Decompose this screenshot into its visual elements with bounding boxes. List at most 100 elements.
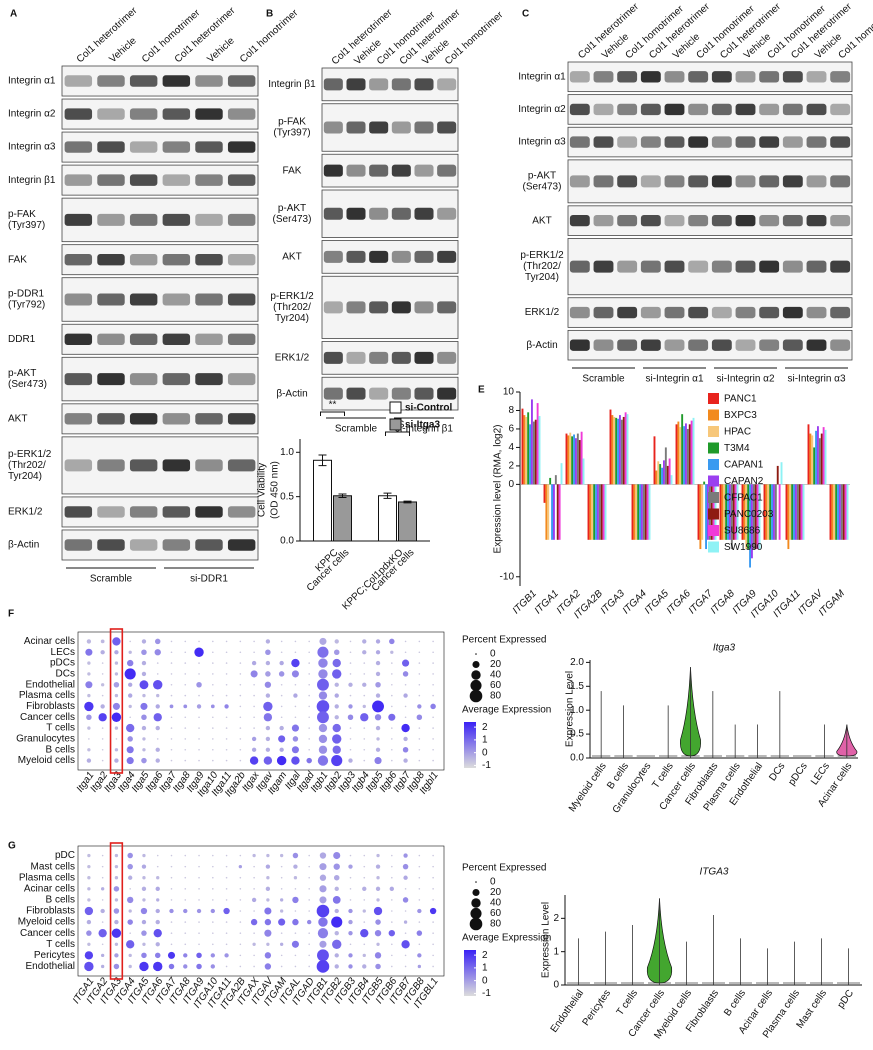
bar xyxy=(589,484,592,540)
dot xyxy=(349,943,352,946)
dot xyxy=(101,662,104,664)
dot xyxy=(225,876,228,879)
bar xyxy=(787,484,790,550)
dot xyxy=(292,736,299,742)
x-tick-label: pDC xyxy=(836,988,856,1011)
blot-band xyxy=(162,333,191,345)
dot xyxy=(363,748,366,751)
legend-swatch xyxy=(389,418,402,431)
legend-label: CAPAN1 xyxy=(724,460,764,471)
dot xyxy=(292,896,299,904)
dot xyxy=(391,865,393,868)
dot xyxy=(264,929,272,937)
dot xyxy=(308,694,310,697)
dot xyxy=(251,897,257,903)
dot xyxy=(87,898,91,902)
dot xyxy=(170,932,173,934)
blot-band xyxy=(195,539,223,551)
dot xyxy=(280,683,283,686)
dot xyxy=(280,932,283,934)
dot xyxy=(87,748,91,752)
dot xyxy=(391,748,393,751)
dot xyxy=(317,928,329,939)
row-label: Fibroblasts xyxy=(26,701,75,712)
dot xyxy=(376,876,380,880)
bar xyxy=(525,416,528,485)
dot xyxy=(139,961,149,972)
blot-band xyxy=(369,301,389,314)
dot xyxy=(210,953,215,958)
dot xyxy=(432,965,434,968)
legend-label: CFPAC1 xyxy=(724,493,763,504)
blot-band xyxy=(227,459,256,472)
blot-band xyxy=(711,136,732,148)
bar xyxy=(840,484,843,540)
dot xyxy=(432,683,434,686)
dot xyxy=(212,673,214,675)
dot xyxy=(404,640,407,643)
dot xyxy=(403,875,408,880)
dot xyxy=(100,704,105,709)
blot-band xyxy=(830,306,851,319)
dot xyxy=(280,640,283,643)
blot-band xyxy=(195,174,223,186)
dot xyxy=(250,918,258,926)
blot-band xyxy=(593,175,614,188)
dot xyxy=(184,865,187,868)
dot xyxy=(253,876,255,879)
dot xyxy=(265,660,271,666)
dot xyxy=(332,939,342,949)
dot xyxy=(376,737,380,741)
row-label: Fibroblasts xyxy=(26,906,75,917)
dot xyxy=(348,758,353,763)
bar xyxy=(747,484,750,550)
dot xyxy=(253,694,255,697)
dot xyxy=(391,854,393,857)
blot-band xyxy=(782,339,803,351)
dot xyxy=(253,965,255,968)
bar xyxy=(798,484,801,540)
y-tick-label: 6 xyxy=(508,424,514,435)
dot xyxy=(432,727,434,729)
row-label: FAK xyxy=(283,165,302,176)
dot xyxy=(279,725,284,731)
dot xyxy=(308,854,310,857)
bar xyxy=(820,433,823,485)
row-label: Tyr204) xyxy=(525,272,559,283)
blot-band xyxy=(759,306,780,319)
dot xyxy=(391,694,393,697)
dot xyxy=(404,888,407,890)
dot xyxy=(318,723,328,733)
lane-label: Vehicle xyxy=(205,35,237,65)
blot-band xyxy=(414,164,434,177)
dot xyxy=(308,705,310,708)
bar xyxy=(732,484,735,540)
plot-frame xyxy=(77,845,445,977)
dot xyxy=(292,852,299,859)
x-tick-label: B cells xyxy=(722,988,748,1018)
row-label: AKT xyxy=(532,215,551,226)
blot-band xyxy=(195,108,223,120)
dot xyxy=(319,852,327,859)
dot xyxy=(333,851,341,860)
bar xyxy=(844,484,847,540)
dot xyxy=(101,673,104,675)
dot xyxy=(170,694,173,697)
x-tick-label: ITGB1 xyxy=(511,588,539,616)
bar xyxy=(685,423,687,485)
dot xyxy=(86,714,92,720)
highlight-box xyxy=(109,628,124,774)
dot xyxy=(225,748,228,751)
dot xyxy=(156,854,159,857)
row-label: pDC xyxy=(55,850,75,861)
dot xyxy=(225,921,228,923)
dot xyxy=(184,738,187,740)
y-tick-label: 0 xyxy=(553,980,559,991)
bar xyxy=(807,424,810,485)
dot xyxy=(114,853,119,858)
blot-band xyxy=(97,213,125,226)
blot-box xyxy=(61,244,259,276)
bar xyxy=(690,420,693,485)
dot xyxy=(114,864,119,869)
blot-band xyxy=(369,351,389,364)
